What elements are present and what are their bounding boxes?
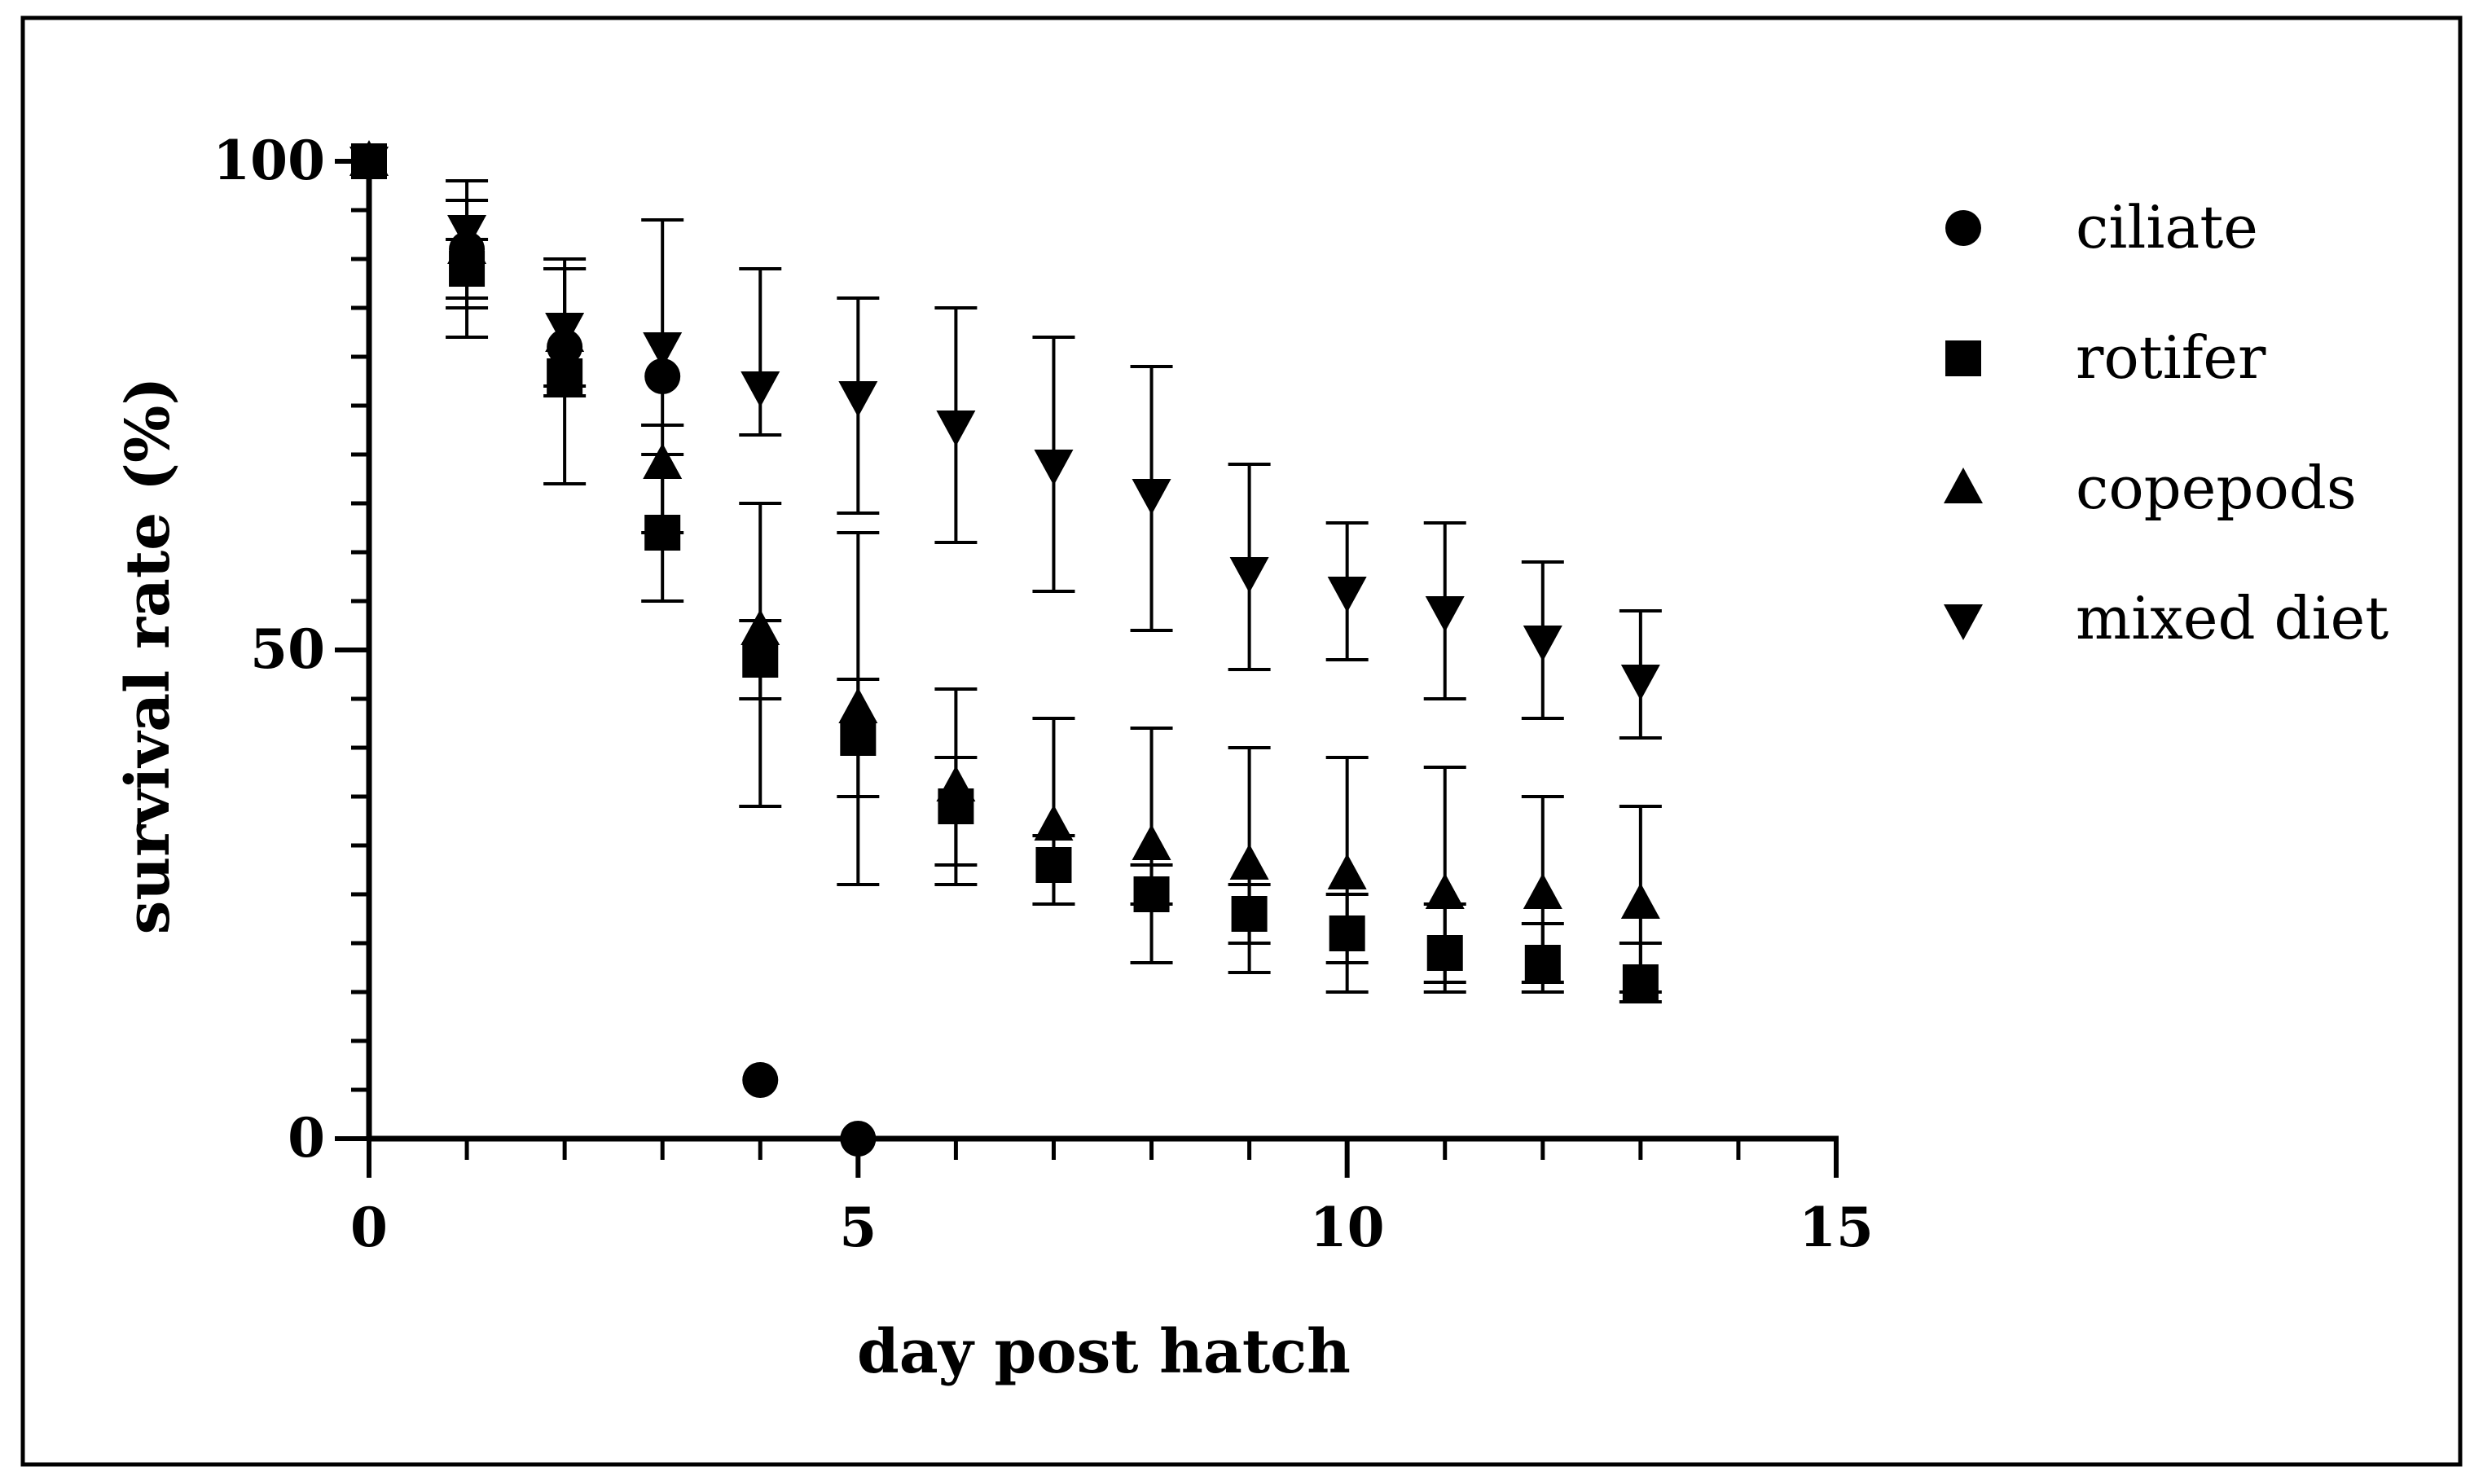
data-point-copepods	[741, 609, 780, 645]
data-point-ciliate	[840, 1121, 877, 1157]
data-point-rotifer	[1231, 896, 1268, 932]
data-point-mixed-diet	[1523, 626, 1562, 661]
data-point-copepods	[1523, 873, 1562, 909]
data-point-rotifer	[1622, 964, 1659, 1000]
data-point-mixed-diet	[838, 381, 878, 417]
data-point-copepods	[1620, 883, 1660, 919]
legend-label-rotifer: rotifer	[2076, 323, 2266, 392]
data-point-rotifer	[1133, 876, 1170, 912]
data-point-mixed-diet	[936, 411, 976, 446]
data-point-copepods	[1327, 854, 1367, 889]
legend-marker-mixed-diet	[1944, 604, 1983, 640]
data-point-copepods	[1034, 805, 1074, 841]
data-point-copepods	[1132, 824, 1171, 860]
y-tick-label: 50	[250, 617, 325, 681]
data-point-mixed-diet	[1425, 596, 1465, 632]
data-point-ciliate	[644, 358, 681, 394]
data-point-rotifer	[547, 358, 583, 394]
data-point-mixed-diet	[643, 332, 683, 368]
x-tick-label: 15	[1799, 1196, 1874, 1259]
data-point-mixed-diet	[1229, 557, 1269, 593]
x-tick-label: 5	[839, 1196, 877, 1259]
data-point-rotifer	[1329, 915, 1365, 951]
data-point-rotifer	[840, 720, 877, 756]
data-point-mixed-diet	[1327, 577, 1367, 612]
legend-label-mixed-diet: mixed diet	[2076, 584, 2389, 652]
data-point-copepods	[936, 766, 976, 801]
data-point-copepods	[838, 687, 878, 723]
data-point-rotifer	[742, 642, 779, 678]
data-point-mixed-diet	[447, 215, 487, 251]
x-tick-label: 0	[350, 1196, 388, 1259]
legend-marker-rotifer	[1945, 340, 1981, 376]
x-tick-label: 10	[1310, 1196, 1385, 1259]
data-point-mixed-diet	[1132, 479, 1171, 515]
data-point-mixed-diet	[1034, 450, 1074, 485]
y-tick-label: 0	[288, 1106, 325, 1170]
data-point-mixed-diet	[1620, 665, 1660, 700]
figure-frame	[20, 15, 2463, 1467]
data-point-copepods	[1425, 873, 1465, 909]
data-point-ciliate	[742, 1062, 779, 1098]
legend-label-copepods: copepods	[2076, 454, 2357, 522]
x-axis-title: day post hatch	[857, 1317, 1351, 1387]
axes: 0 50 100 0 5 10 15	[213, 129, 1874, 1259]
data-point-rotifer	[1035, 847, 1072, 883]
data-point-rotifer	[1524, 945, 1561, 981]
legend-marker-ciliate	[1945, 210, 1981, 246]
data-point-mixed-diet	[741, 371, 780, 407]
legend-marker-copepods	[1944, 468, 1983, 503]
data-markers	[349, 140, 1660, 1157]
data-point-copepods	[643, 443, 683, 479]
legend-label-ciliate: ciliate	[2076, 193, 2258, 261]
y-tick-label: 100	[213, 129, 325, 192]
y-axis-title: survival rate (%)	[113, 377, 183, 935]
data-point-mixed-diet	[545, 313, 585, 349]
data-point-rotifer	[1426, 935, 1463, 971]
data-point-rotifer	[644, 515, 681, 551]
data-point-copepods	[1229, 844, 1269, 880]
data-point-mixed-diet	[349, 147, 389, 182]
legend: ciliate rotifer copepods mixed diet	[1944, 193, 2389, 652]
